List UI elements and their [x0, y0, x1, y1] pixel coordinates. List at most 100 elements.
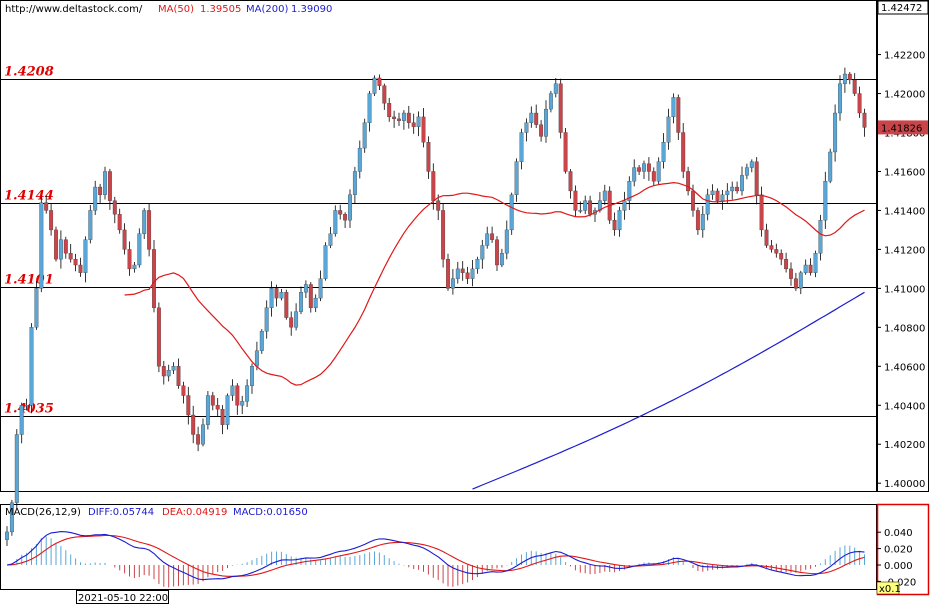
candle-body — [803, 264, 808, 273]
candle-body — [294, 311, 299, 328]
candle-body — [686, 171, 691, 192]
candle-body — [230, 385, 235, 396]
candle-body — [544, 108, 548, 137]
candle-body — [39, 202, 44, 289]
top-price-value: 1.42472 — [881, 3, 922, 14]
candle-body — [646, 163, 651, 172]
candle-body — [372, 77, 377, 94]
candle-body — [245, 385, 250, 402]
candle-body — [9, 502, 14, 533]
candle-body — [210, 395, 215, 406]
candle-body — [754, 161, 759, 195]
candle-body — [509, 194, 514, 231]
candle-body — [632, 167, 637, 182]
candle-body — [769, 245, 774, 250]
candle-body — [534, 112, 539, 125]
candle-body — [328, 233, 333, 246]
candle-body — [695, 210, 700, 231]
candle-body — [539, 124, 544, 137]
candle-body — [676, 97, 681, 133]
candle-body — [49, 210, 54, 231]
candle-body — [740, 175, 744, 192]
candle-body — [671, 97, 676, 118]
candle-body — [132, 264, 137, 270]
candle-body — [44, 202, 49, 211]
candle-body — [58, 239, 63, 260]
candle-body — [681, 132, 686, 172]
candle-body — [720, 194, 725, 201]
candle-body — [842, 73, 847, 84]
price-tick-label: 1.41000 — [884, 284, 925, 295]
candle-body — [862, 112, 867, 128]
candle-body — [289, 317, 294, 328]
candle-body — [127, 249, 132, 270]
candle-body — [529, 112, 534, 123]
candle-body — [833, 112, 838, 153]
candle-body — [857, 93, 862, 114]
candle-body — [450, 278, 455, 289]
candle-body — [343, 214, 348, 221]
candle-body — [436, 200, 441, 211]
macd-diff-label: DIFF:0.05744 — [88, 507, 154, 518]
candle-body — [14, 434, 19, 503]
ma50-line — [124, 181, 865, 386]
ma50-label: MA(50) — [158, 4, 194, 15]
macd-axis-panel — [876, 503, 930, 596]
candle-body — [642, 163, 646, 172]
candle-body — [5, 531, 9, 540]
candle-body — [68, 253, 73, 260]
candle-body — [514, 161, 519, 195]
macd-indicator — [6, 531, 865, 588]
candle-body — [107, 171, 112, 201]
current-price-badge — [878, 120, 928, 135]
candle-body — [823, 181, 828, 221]
candle-body — [779, 253, 784, 260]
candle-body — [749, 161, 754, 168]
price-tick-label: 1.40400 — [884, 401, 925, 412]
candle-body — [612, 220, 617, 231]
price-tick-label: 1.42200 — [884, 51, 925, 62]
macd-scale-badge[interactable] — [876, 581, 900, 595]
level-label: 1.4101 — [4, 273, 54, 288]
candle-body — [499, 253, 504, 266]
candle-body — [784, 258, 789, 270]
price-tick-label: 1.40600 — [884, 362, 925, 373]
candle-body — [318, 278, 323, 299]
candle-body — [759, 194, 764, 231]
candle-body — [264, 307, 269, 332]
candle-body — [352, 171, 357, 195]
candle-body — [161, 366, 166, 377]
price-tick-label: 1.42000 — [884, 90, 925, 101]
candle-body — [103, 171, 107, 195]
source-url[interactable]: http://www.deltastock.com/ — [5, 4, 143, 15]
candle-body — [279, 292, 284, 299]
candle-body — [828, 151, 833, 182]
candle-body — [735, 186, 740, 192]
ma200-path — [472, 291, 865, 490]
candle-body — [602, 190, 607, 201]
ma200-label: MA(200) — [246, 4, 288, 15]
candle-body — [166, 370, 171, 377]
candle-body — [397, 118, 401, 121]
candle-body — [117, 214, 122, 231]
ma200-value: 1.39090 — [291, 4, 332, 15]
macd-tick-label: -0.020 — [884, 577, 916, 588]
candle-body — [705, 194, 710, 215]
candle-body — [519, 132, 524, 162]
candle-body — [235, 385, 240, 406]
candle-body — [171, 366, 176, 371]
candle-body — [852, 79, 857, 94]
candle-body — [485, 233, 490, 246]
candle-body — [112, 200, 117, 215]
candle-body — [818, 220, 823, 254]
candle-body — [838, 83, 842, 114]
candle-body — [617, 210, 622, 231]
candle-body — [446, 258, 450, 289]
candle-body — [661, 142, 666, 162]
candle-body — [284, 292, 289, 318]
candle-body — [176, 366, 181, 386]
candle-body — [401, 112, 406, 121]
price-axis-panel — [877, 0, 929, 492]
candle-body — [240, 401, 245, 406]
